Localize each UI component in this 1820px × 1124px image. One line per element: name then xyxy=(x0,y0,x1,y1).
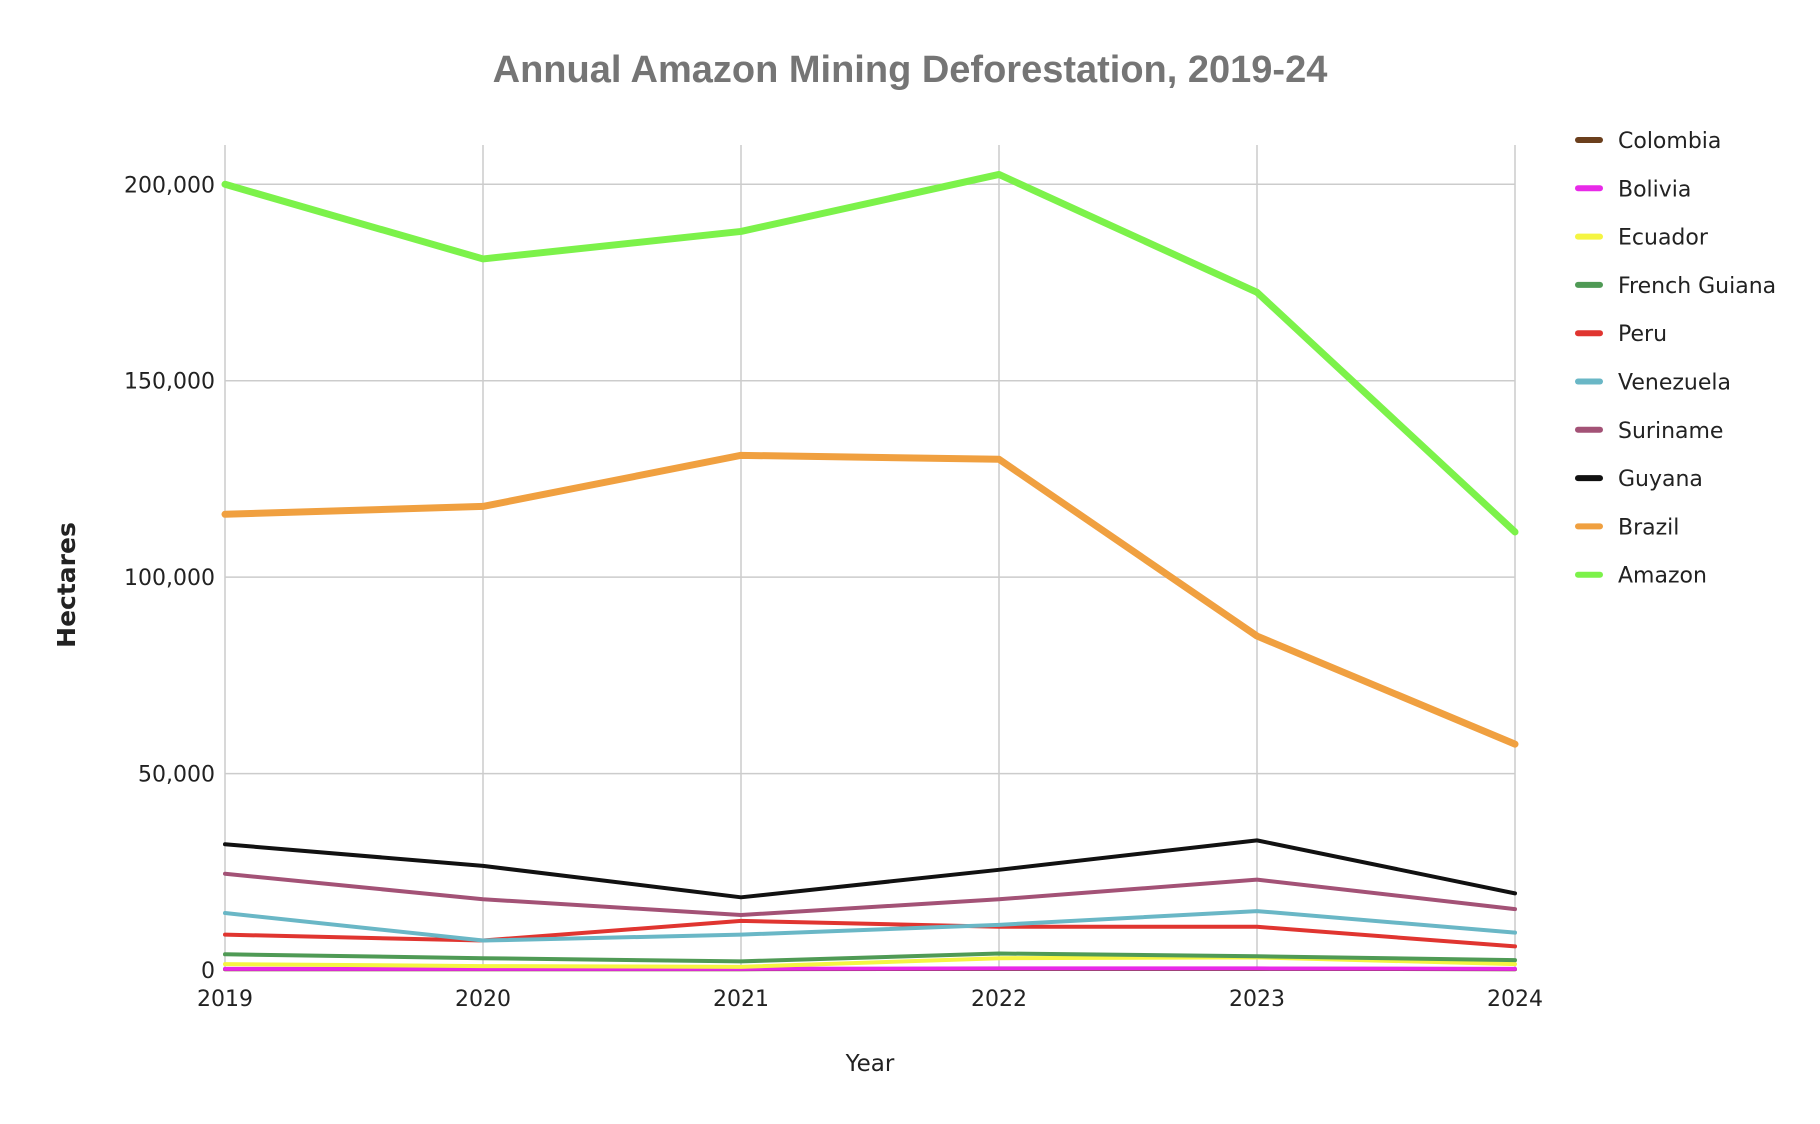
legend-label-french-guiana: French Guiana xyxy=(1618,274,1776,299)
x-tick-label: 2019 xyxy=(197,987,253,1012)
legend: Colombia Bolivia Ecuador French Guiana Peru… xyxy=(1575,129,1776,589)
legend-label-peru: Peru xyxy=(1618,322,1667,347)
y-tick-label: 50,000 xyxy=(138,763,215,788)
series-line-venezuela xyxy=(223,909,1517,943)
y-tick-label: 150,000 xyxy=(124,370,215,395)
x-axis-title: Year xyxy=(845,1051,895,1077)
y-axis-ticks: 0 50,000 100,000 150,000 200,000 xyxy=(124,173,215,984)
legend-label-brazil: Brazil xyxy=(1618,515,1679,540)
series-line-amazon xyxy=(221,170,1519,536)
legend-label-bolivia: Bolivia xyxy=(1618,177,1691,202)
x-tick-label: 2024 xyxy=(1487,987,1543,1012)
x-axis-ticks: 2019 2020 2021 2022 2023 2024 xyxy=(197,987,1543,1012)
series-line-brazil xyxy=(221,451,1519,748)
legend-label-amazon: Amazon xyxy=(1618,564,1707,589)
y-tick-label: 200,000 xyxy=(124,173,215,198)
y-axis-title: Hectares xyxy=(52,522,81,648)
legend-label-suriname: Suriname xyxy=(1618,419,1723,444)
x-tick-label: 2020 xyxy=(455,987,511,1012)
series-line-french-guiana xyxy=(223,951,1517,964)
series-lines xyxy=(221,170,1519,972)
x-tick-label: 2021 xyxy=(713,987,769,1012)
series-line-guyana xyxy=(223,838,1517,900)
legend-label-ecuador: Ecuador xyxy=(1618,226,1709,251)
x-tick-label: 2023 xyxy=(1229,987,1285,1012)
legend-label-guyana: Guyana xyxy=(1618,467,1703,492)
y-tick-label: 100,000 xyxy=(124,566,215,591)
legend-label-colombia: Colombia xyxy=(1618,129,1721,154)
gridlines xyxy=(224,145,1516,971)
series-line-suriname xyxy=(223,871,1517,917)
y-tick-label: 0 xyxy=(201,959,215,984)
chart-title: Annual Amazon Mining Deforestation, 2019… xyxy=(493,49,1328,91)
legend-label-venezuela: Venezuela xyxy=(1618,371,1731,396)
series-line-peru xyxy=(223,918,1517,949)
x-tick-label: 2022 xyxy=(971,987,1027,1012)
